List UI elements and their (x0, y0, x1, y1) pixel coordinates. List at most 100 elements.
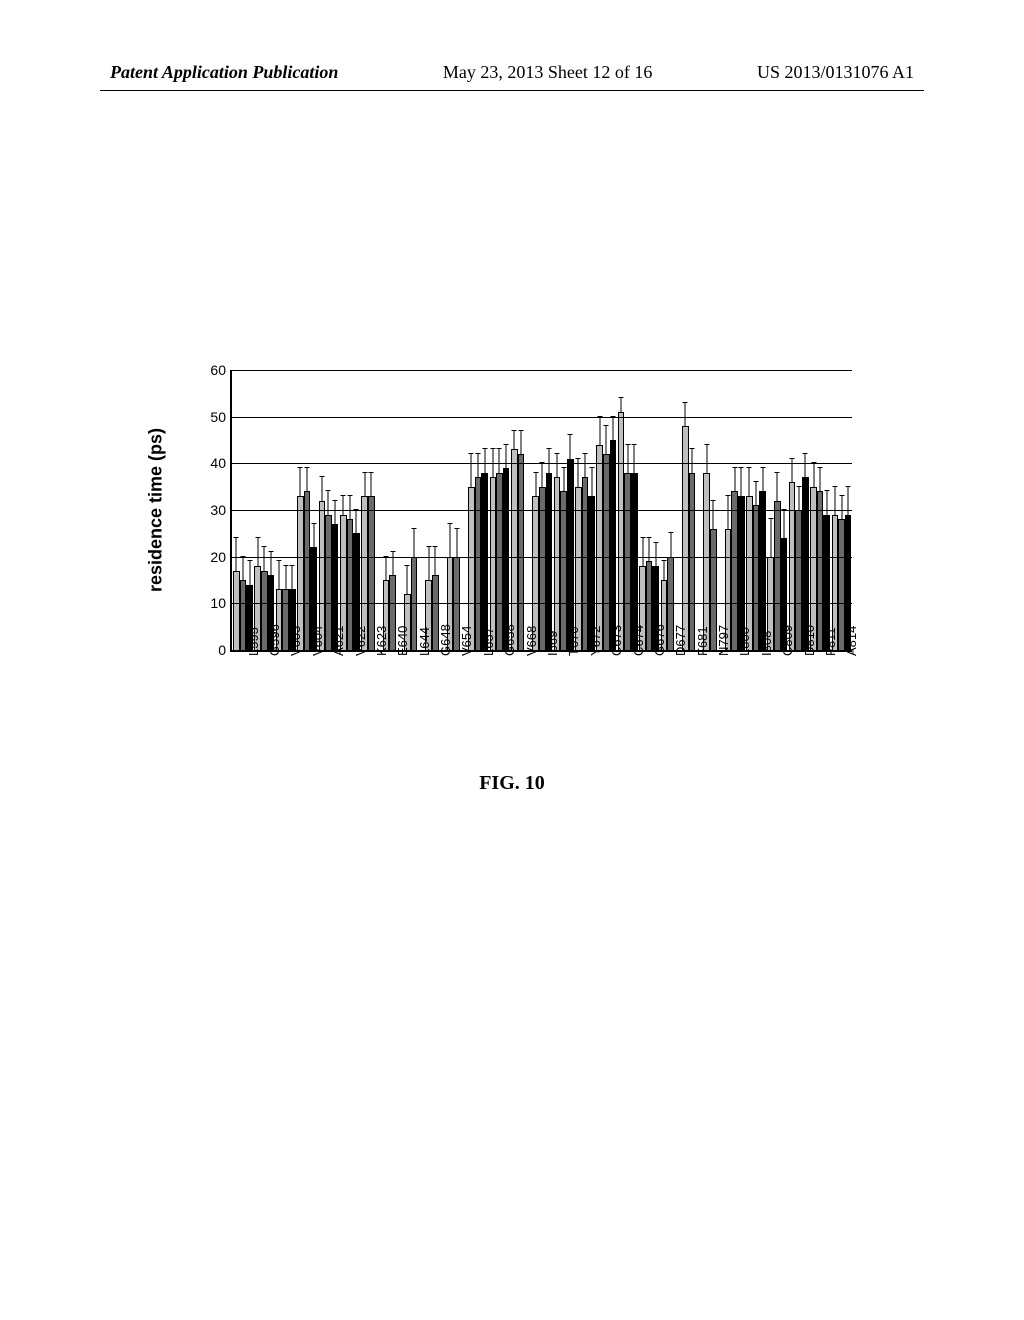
header-left: Patent Application Publication (110, 62, 338, 83)
error-cap (824, 490, 829, 491)
bar (624, 473, 631, 650)
error-bar (249, 561, 250, 584)
bar (475, 477, 482, 650)
gridline (232, 557, 852, 558)
error-bar (627, 445, 628, 473)
error-bar (756, 482, 757, 505)
bar (618, 412, 625, 650)
page-header: Patent Application Publication May 23, 2… (110, 62, 914, 83)
error-bar (385, 557, 386, 580)
error-cap (619, 397, 624, 398)
error-bar (613, 417, 614, 440)
error-bar (777, 473, 778, 501)
x-tick-label: V604 (310, 626, 325, 656)
error-bar (542, 463, 543, 486)
error-cap (689, 448, 694, 449)
y-axis-label: residence time (ps) (146, 428, 167, 592)
error-bar (300, 468, 301, 496)
bar (631, 473, 638, 650)
bar (481, 473, 488, 650)
bar (511, 449, 518, 650)
error-cap (476, 453, 481, 454)
error-cap (347, 495, 352, 496)
x-tick-label: D677 (673, 625, 688, 656)
error-bar (349, 496, 350, 519)
error-cap (326, 490, 331, 491)
error-cap (268, 551, 273, 552)
error-cap (768, 518, 773, 519)
error-cap (311, 523, 316, 524)
error-cap (683, 402, 688, 403)
gridline (232, 417, 852, 418)
bar (596, 445, 603, 650)
error-bar (685, 403, 686, 426)
error-bar (335, 501, 336, 524)
bar (682, 426, 689, 650)
error-cap (568, 434, 573, 435)
error-cap (333, 500, 338, 501)
x-tick-label: C673 (609, 625, 624, 656)
error-cap (732, 467, 737, 468)
error-cap (640, 537, 645, 538)
error-cap (482, 448, 487, 449)
y-tick-label: 0 (206, 642, 226, 658)
x-tick-label: C809 (780, 625, 795, 656)
x-tick-label: G658 (502, 624, 517, 656)
error-cap (668, 532, 673, 533)
gridline (232, 370, 852, 371)
bar (518, 454, 525, 650)
error-bar (307, 468, 308, 491)
bar (546, 473, 553, 650)
error-cap (625, 444, 630, 445)
error-bar (792, 459, 793, 482)
error-cap (411, 528, 416, 529)
error-cap (490, 448, 495, 449)
error-bar (279, 561, 280, 589)
x-tick-label: Y672 (588, 626, 603, 656)
bar (490, 477, 497, 650)
x-tick-label: G648 (438, 624, 453, 656)
error-cap (604, 425, 609, 426)
error-bar (563, 468, 564, 491)
x-tick-label: V654 (459, 626, 474, 656)
error-bar (484, 449, 485, 472)
x-tick-label: K623 (374, 626, 389, 656)
bar (753, 505, 760, 650)
error-cap (255, 537, 260, 538)
x-tick-label: L644 (417, 627, 432, 656)
error-bar (734, 468, 735, 491)
error-cap (277, 560, 282, 561)
gridline (232, 603, 852, 604)
error-bar (270, 552, 271, 575)
error-cap (803, 453, 808, 454)
error-bar (655, 543, 656, 566)
page: Patent Application Publication May 23, 2… (0, 0, 1024, 1320)
error-cap (234, 537, 239, 538)
x-tick-label: F681 (695, 626, 710, 656)
bar (817, 491, 824, 650)
error-cap (469, 453, 474, 454)
x-tick-label: F811 (823, 627, 838, 656)
error-bar (634, 445, 635, 473)
error-bar (413, 529, 414, 557)
error-cap (760, 467, 765, 468)
error-cap (518, 430, 523, 431)
error-cap (653, 542, 658, 543)
y-tick-label: 40 (206, 455, 226, 471)
error-cap (512, 430, 517, 431)
bar (759, 491, 766, 650)
error-bar (328, 491, 329, 514)
x-tick-label: D810 (802, 625, 817, 656)
error-cap (319, 476, 324, 477)
x-tick-label: L800 (737, 627, 752, 656)
error-bar (670, 533, 671, 556)
x-tick-label: L595 (246, 627, 261, 656)
error-bar (264, 547, 265, 570)
y-tick-label: 50 (206, 409, 226, 425)
error-bar (749, 468, 750, 496)
error-cap (433, 546, 438, 547)
error-cap (298, 467, 303, 468)
header-right: US 2013/0131076 A1 (757, 62, 914, 83)
x-tick-label: V622 (353, 626, 368, 656)
error-bar (407, 566, 408, 594)
